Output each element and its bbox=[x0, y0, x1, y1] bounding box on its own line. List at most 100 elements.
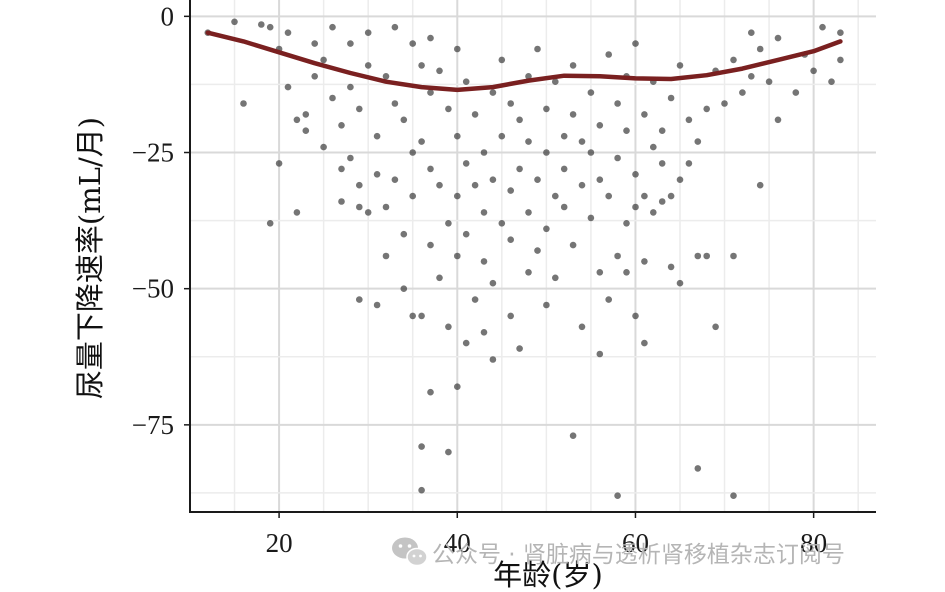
scatter-point bbox=[462, 339, 470, 347]
scatter-point bbox=[632, 203, 639, 211]
scatter-point bbox=[828, 78, 835, 85]
scatter-point bbox=[258, 21, 265, 28]
scatter-point bbox=[614, 252, 621, 260]
scatter-point bbox=[427, 89, 434, 96]
scatter-point bbox=[676, 176, 684, 183]
y-tick-label: −50 bbox=[132, 274, 174, 304]
x-tick-label: 60 bbox=[622, 528, 649, 558]
scatter-point bbox=[534, 176, 541, 183]
scatter-point bbox=[837, 29, 844, 36]
scatter-point bbox=[471, 111, 479, 118]
scatter-point bbox=[507, 187, 514, 194]
scatter-point bbox=[436, 67, 443, 75]
scatter-point bbox=[756, 181, 764, 189]
scatter-point bbox=[409, 149, 417, 156]
scatter-point bbox=[569, 241, 577, 249]
scatter-point bbox=[730, 56, 737, 64]
axes bbox=[189, 0, 876, 513]
scatter-point bbox=[373, 301, 381, 309]
scatter-point bbox=[266, 220, 274, 227]
scatter-point bbox=[311, 40, 319, 47]
scatter-point bbox=[534, 247, 541, 254]
scatter-point bbox=[364, 209, 372, 216]
watermark-text: 公众号 · 肾脏病与透析肾移植杂志订阅号 bbox=[432, 542, 845, 568]
watermark: 公众号 · 肾脏病与透析肾移植杂志订阅号 bbox=[392, 537, 845, 568]
scatter-point bbox=[632, 171, 639, 178]
y-tick-label: 0 bbox=[161, 1, 175, 31]
scatter-point bbox=[418, 62, 425, 69]
scatter-point bbox=[418, 312, 425, 320]
scatter-point bbox=[516, 345, 523, 352]
scatter-point bbox=[623, 127, 630, 134]
scatter-point bbox=[480, 209, 488, 216]
scatter-point bbox=[454, 45, 461, 53]
scatter-point bbox=[543, 105, 550, 113]
scatter-point bbox=[400, 230, 408, 238]
scatter-point bbox=[614, 154, 621, 162]
scatter-point bbox=[329, 23, 336, 31]
scatter-point bbox=[560, 165, 568, 173]
scatter-point bbox=[819, 23, 826, 31]
scatter-point bbox=[418, 443, 425, 450]
scatter-point bbox=[320, 56, 327, 64]
scatter-point bbox=[730, 252, 737, 260]
scatter-point bbox=[756, 45, 764, 53]
scatter-point bbox=[632, 40, 639, 47]
scatter-point bbox=[685, 160, 693, 167]
scatter-point bbox=[293, 116, 301, 124]
scatter-point bbox=[454, 192, 461, 200]
x-tick-label: 40 bbox=[444, 528, 471, 558]
scatter-point bbox=[605, 192, 612, 200]
scatter-point bbox=[516, 165, 523, 173]
scatter-point bbox=[471, 296, 479, 303]
wechat-icon bbox=[392, 537, 428, 567]
scatter-point bbox=[694, 252, 702, 260]
scatter-point bbox=[364, 62, 372, 69]
scatter-point bbox=[329, 94, 336, 102]
scatter-point bbox=[837, 56, 844, 64]
y-ticks: 0 −25 −50 −75 bbox=[132, 1, 190, 440]
scatter-point bbox=[231, 18, 238, 26]
scatter-point bbox=[587, 214, 595, 222]
scatter-point bbox=[347, 154, 354, 162]
scatter-point bbox=[694, 138, 702, 145]
scatter-point bbox=[721, 100, 728, 107]
scatter-point bbox=[382, 252, 390, 260]
scatter-point bbox=[685, 116, 693, 124]
scatter-point bbox=[418, 486, 425, 494]
scatter-point bbox=[489, 89, 497, 96]
scatter-points bbox=[204, 18, 844, 500]
scatter-point bbox=[650, 143, 657, 151]
scatter-point bbox=[641, 258, 648, 265]
scatter-point bbox=[356, 296, 363, 303]
scatter-point bbox=[498, 132, 506, 140]
scatter-point bbox=[507, 312, 514, 320]
scatter-point bbox=[632, 312, 639, 320]
scatter-point bbox=[391, 176, 399, 183]
scatter-point bbox=[560, 132, 568, 140]
scatter-point bbox=[454, 132, 461, 140]
scatter-point bbox=[320, 143, 327, 151]
scatter-point bbox=[338, 198, 345, 205]
scatter-point bbox=[792, 89, 800, 96]
scatter-point bbox=[293, 209, 301, 216]
scatter-point bbox=[543, 301, 550, 309]
grid bbox=[190, 0, 876, 512]
scatter-point bbox=[810, 67, 817, 75]
scatter-point bbox=[427, 388, 434, 396]
scatter-point bbox=[614, 492, 621, 500]
scatter-point bbox=[560, 203, 568, 211]
scatter-point bbox=[730, 492, 737, 500]
scatter-point bbox=[712, 323, 719, 331]
x-axis-title: 年龄(岁) bbox=[493, 558, 603, 592]
scatter-point bbox=[569, 111, 577, 118]
scatter-point bbox=[552, 78, 559, 85]
scatter-point bbox=[302, 127, 310, 134]
scatter-point bbox=[667, 263, 675, 271]
scatter-point bbox=[489, 356, 497, 363]
scatter-point bbox=[462, 78, 470, 85]
scatter-point bbox=[364, 29, 372, 36]
scatter-point bbox=[525, 73, 532, 80]
scatter-point bbox=[703, 105, 710, 113]
